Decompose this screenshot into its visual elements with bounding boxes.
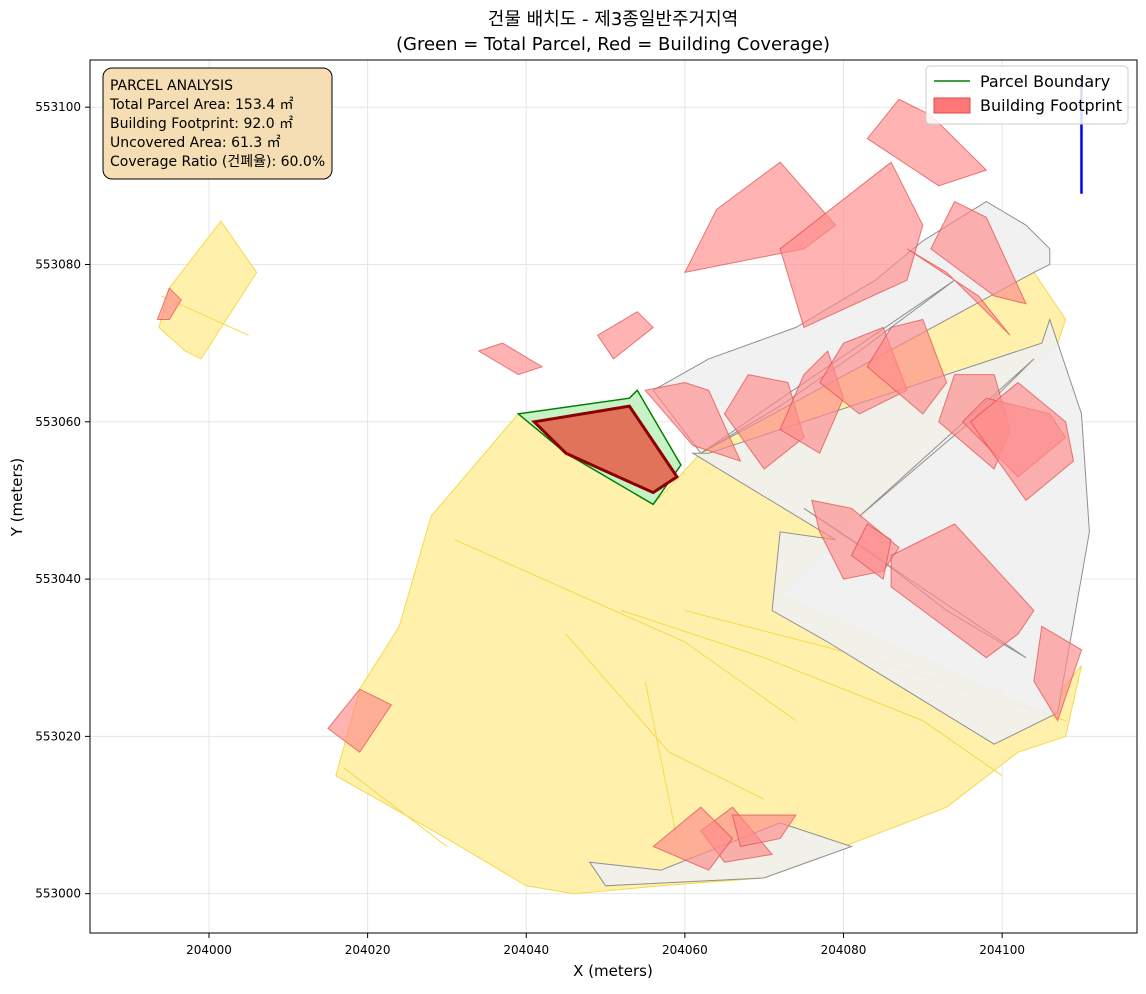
building-footprint <box>327 688 393 753</box>
chart-subtitle: (Green = Total Parcel, Red = Building Co… <box>396 34 830 55</box>
road-line <box>621 610 1003 777</box>
road-area <box>158 220 258 360</box>
info-box-coverage: Coverage Ratio (건폐율): 60.0% <box>110 154 325 170</box>
legend-building-label: Building Footprint <box>980 96 1122 115</box>
y-tick-label: 553080 <box>35 257 81 271</box>
y-tick-label: 553020 <box>35 729 81 743</box>
x-tick-label: 204020 <box>345 943 391 957</box>
building-footprint <box>644 381 742 462</box>
x-tick-label: 204040 <box>503 943 549 957</box>
road-line <box>454 539 797 722</box>
building-footprint <box>779 161 924 329</box>
building-footprint <box>156 287 182 320</box>
building-footprint <box>1033 625 1083 722</box>
building-footprint <box>890 523 1035 659</box>
legend: Parcel Boundary Building Footprint <box>925 65 1129 125</box>
target-building <box>531 404 680 495</box>
building-footprint <box>731 814 797 848</box>
building-footprint <box>906 248 1011 336</box>
building-footprint <box>866 318 948 415</box>
x-tick-label: 204100 <box>979 943 1025 957</box>
y-tick-label: 553100 <box>35 100 81 114</box>
y-tick-label: 553040 <box>35 572 81 586</box>
info-box-footprint: Building Footprint: 92.0 ㎡ <box>110 116 293 132</box>
y-tick-label: 553060 <box>35 415 81 429</box>
x-tick-label: 204080 <box>821 943 867 957</box>
legend-parcel-label: Parcel Boundary <box>980 72 1110 91</box>
building-footprint <box>930 200 1027 305</box>
chart-title: 건물 배치도 - 제3종일반주거지역 <box>488 9 738 30</box>
x-tick-label: 204060 <box>662 943 708 957</box>
building-footprint <box>969 381 1075 502</box>
plot-frame <box>89 59 1138 934</box>
x-tick-label: 204000 <box>186 943 232 957</box>
building-footprint <box>477 342 544 376</box>
info-box: PARCEL ANALYSIS Total Parcel Area: 153.4… <box>102 67 333 180</box>
y-tick-label: 553000 <box>35 887 81 901</box>
info-box-frame <box>102 67 333 180</box>
ticks: 204000 204020 204040 204060 204080 204100 5530… <box>35 100 1025 957</box>
legend-building-swatch <box>933 97 971 114</box>
building-footprint <box>596 311 654 360</box>
road-line <box>565 633 765 800</box>
x-axis-label: X (meters) <box>573 962 653 980</box>
info-box-heading: PARCEL ANALYSIS <box>110 78 233 94</box>
road-line <box>343 767 448 847</box>
building-footprint <box>866 98 988 187</box>
info-box-total-area: Total Parcel Area: 153.4 ㎡ <box>109 97 294 113</box>
building-footprint <box>652 806 734 871</box>
legend-frame <box>925 65 1129 125</box>
map-layer <box>156 75 1090 895</box>
y-axis-label: Y (meters) <box>8 458 26 538</box>
road-line <box>644 681 678 839</box>
info-box-uncovered: Uncovered Area: 61.3 ㎡ <box>110 135 281 151</box>
building-footprint <box>850 523 892 580</box>
